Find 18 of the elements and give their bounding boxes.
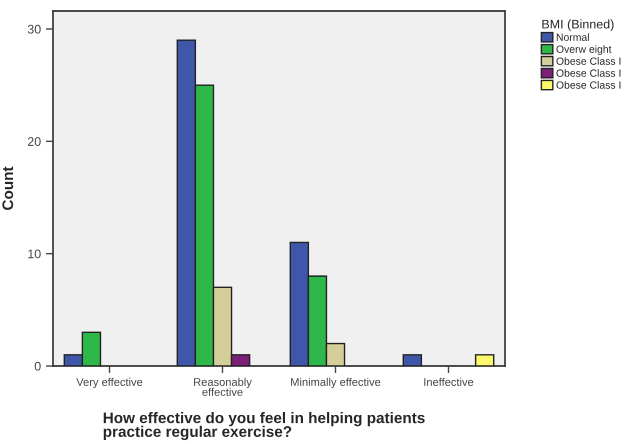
x-tick-label: Ineffective [424, 378, 474, 386]
y-tick-label: 30 [28, 24, 41, 34]
legend-label: Normal [556, 33, 589, 41]
legend-label: Overw eight [556, 45, 612, 55]
y-tick-label: 10 [28, 249, 41, 258]
x-tick-label: Minimally effective [291, 378, 380, 388]
x-tick-label: Reasonably effective [194, 378, 252, 396]
bar [402, 354, 422, 366]
y-axis-title: Count [2, 166, 14, 210]
legend-label: Obese Class I [556, 69, 620, 77]
x-tick-label: Very effective [76, 378, 142, 388]
x-axis-title: How effective do you feel in helping patients practice regular exercise? [104, 412, 425, 440]
legend-label: Obese Class I [556, 57, 620, 65]
y-tick-label: 20 [28, 137, 41, 146]
y-tick-label: 0 [34, 362, 41, 371]
legend-label: Obese Class I [556, 81, 620, 89]
legend-title: BMI (Binned) [542, 19, 614, 32]
bar [474, 354, 494, 366]
